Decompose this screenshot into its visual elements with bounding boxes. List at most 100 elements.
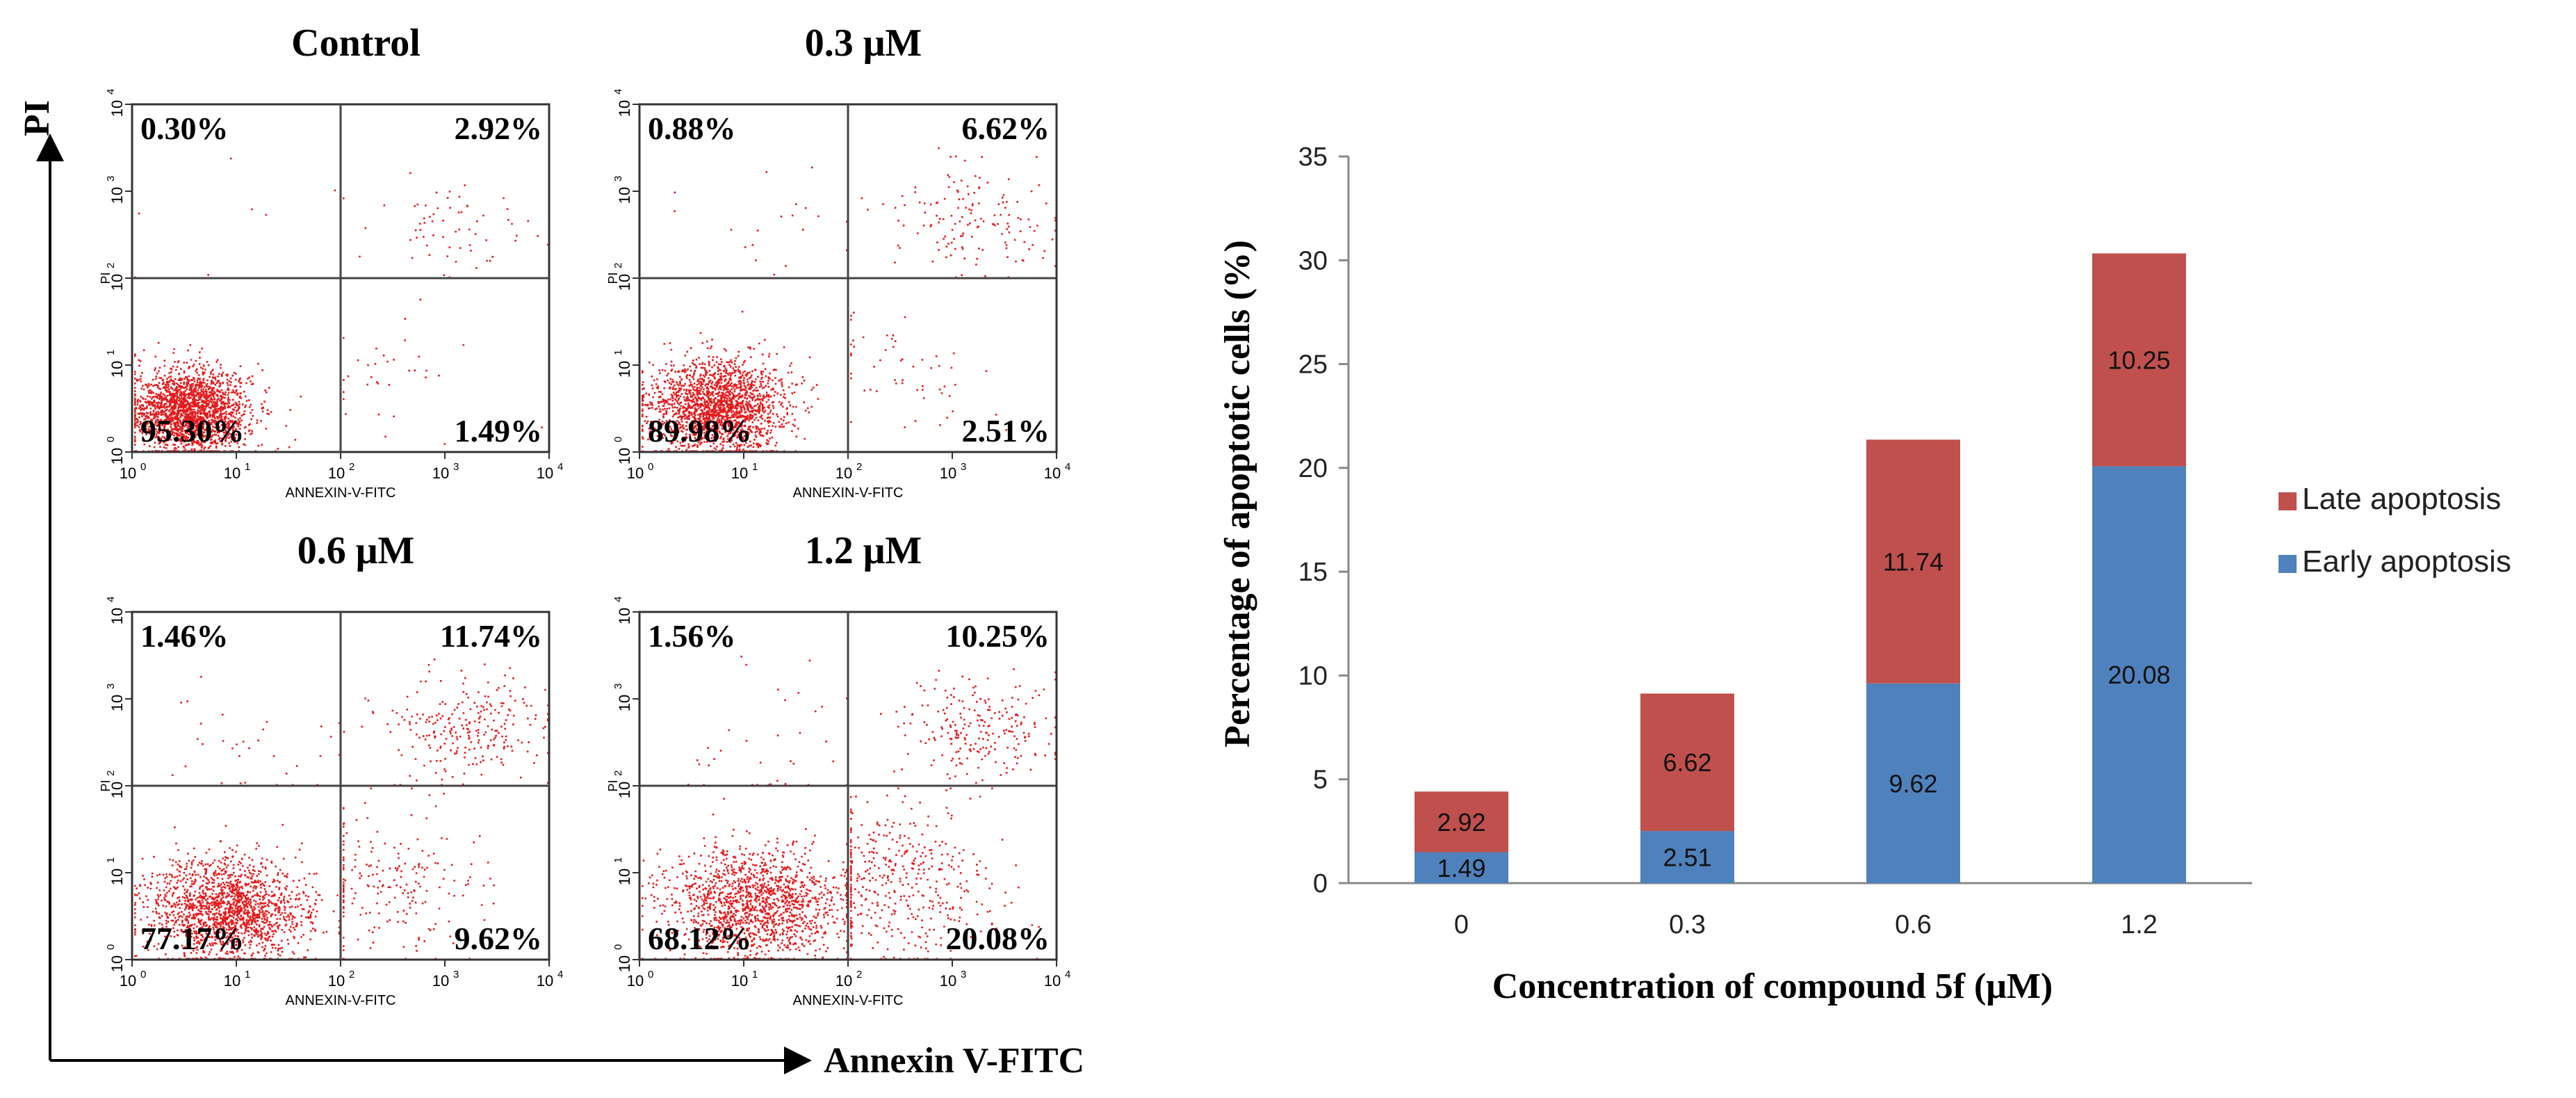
scatter-dots: [134, 157, 549, 453]
quadrant-ur-percent: 6.62%: [962, 111, 1050, 146]
y-tick-label: 10: [616, 695, 633, 711]
x-ticks: 10 0 10 1 10 2 10 3 10 4: [627, 960, 1070, 990]
x-tick-exponent: 4: [1065, 461, 1070, 473]
y-tick-label: 10: [616, 955, 633, 972]
x-tick-exponent: 3: [961, 969, 966, 980]
legend: Late apoptosis Early apoptosis: [2279, 482, 2511, 579]
x-ticks: 10 0 10 1 10 2 10 3 10 4: [120, 960, 563, 990]
quadrant-ll-percent: 89.98%: [648, 413, 752, 449]
quadrant-ur-percent: 11.74%: [440, 618, 542, 654]
quadrant-ul-percent: 0.88%: [648, 111, 736, 146]
x-tick-exponent: 4: [1065, 969, 1070, 980]
y-tick-label: 10: [108, 608, 126, 624]
y-tick-exponent: 3: [612, 684, 624, 689]
global-annexin-label: Annexin V-FITC: [824, 1041, 1084, 1081]
x-tick-label: 10: [120, 465, 136, 482]
x-tick-label: 10: [537, 972, 553, 990]
panel-title: Control: [291, 22, 421, 65]
bar-x-tick-label: 1.2: [2121, 910, 2158, 939]
panel-xlabel: ANNEXIN-V-FITC: [286, 993, 396, 1008]
y-tick-label: 10: [108, 869, 126, 885]
y-ticks: 10 0 10 1 10 2 10 3 10 4: [612, 597, 639, 972]
x-tick-label: 10: [224, 465, 241, 482]
quadrant-ul-percent: 1.46%: [140, 618, 229, 654]
y-tick-exponent: 3: [105, 176, 117, 181]
x-tick-exponent: 1: [752, 461, 758, 473]
bar-value-label: 1.49: [1437, 854, 1485, 882]
x-tick-exponent: 3: [453, 969, 459, 980]
stacked-bar-chart: 0 5 10 15 20 25 30 35 1.49 2.92 2.51 6.62 9.62 11.74…: [1218, 143, 2511, 1006]
scatter-dots: [642, 147, 1057, 453]
y-tick-label: 10: [108, 361, 126, 378]
bar-y-tick-label: 25: [1298, 350, 1328, 380]
y-tick-exponent: 0: [612, 437, 624, 442]
x-tick-exponent: 2: [349, 461, 354, 473]
quadrant-ll-percent: 95.30%: [140, 413, 245, 449]
y-tick-exponent: 0: [612, 944, 624, 950]
x-tick-label: 10: [224, 972, 241, 990]
y-tick-exponent: 4: [105, 89, 117, 95]
x-tick-label: 10: [120, 972, 136, 990]
flow-panel-1-2uM: 1.2 μM 1.56% 10.25% 68.12% 20.08% ANNEXI…: [606, 529, 1070, 1008]
y-tick-exponent: 1: [105, 857, 117, 863]
flow-panel-0-6uM: 0.6 μM 1.46% 11.74% 77.17% 9.62% ANNEXIN…: [99, 529, 563, 1008]
x-tick-label: 10: [1044, 465, 1061, 482]
y-tick-label: 10: [108, 187, 126, 204]
y-tick-label: 10: [108, 100, 126, 117]
quadrant-ll-percent: 68.12%: [648, 921, 752, 956]
bar-y-tick-label: 35: [1298, 143, 1328, 172]
x-tick-label: 10: [328, 972, 345, 990]
x-tick-exponent: 0: [140, 969, 146, 980]
x-tick-exponent: 4: [557, 461, 563, 473]
event-dots: [134, 659, 549, 960]
y-tick-label: 10: [616, 274, 633, 291]
panel-title: 1.2 μM: [805, 529, 922, 572]
quadrant-ur-percent: 10.25%: [946, 618, 1050, 654]
panel-ylabel: PI: [606, 272, 620, 284]
bar-bars: 1.49 2.92 2.51 6.62 9.62 11.74 20.08 10.25: [1415, 253, 2186, 883]
y-tick-label: 10: [108, 782, 126, 798]
flow-panel-0-3uM: 0.3 μM 0.88% 6.62% 89.98% 2.51% ANNEXIN-…: [606, 22, 1070, 501]
panel-title: 0.3 μM: [805, 22, 922, 65]
x-tick-label: 10: [940, 972, 956, 990]
x-tick-label: 10: [731, 465, 748, 482]
bar-y-tick-label: 0: [1313, 869, 1328, 898]
x-tick-exponent: 1: [245, 461, 250, 473]
legend-label: Early apoptosis: [2302, 544, 2511, 579]
x-tick-exponent: 0: [140, 461, 146, 473]
x-tick-exponent: 2: [856, 969, 862, 980]
bar-value-label: 2.92: [1437, 808, 1485, 837]
bar-value-label: 6.62: [1663, 748, 1711, 777]
x-tick-exponent: 4: [557, 969, 563, 980]
x-tick-exponent: 0: [648, 969, 653, 980]
quadrant-lr-percent: 2.51%: [962, 413, 1050, 449]
y-tick-exponent: 2: [105, 263, 117, 268]
panel-ylabel: PI: [606, 780, 620, 791]
x-tick-exponent: 3: [961, 461, 966, 473]
quadrant-ul-percent: 0.30%: [140, 111, 229, 146]
bar-value-label: 11.74: [1883, 548, 1943, 576]
x-tick-label: 10: [627, 465, 644, 482]
panel-xlabel: ANNEXIN-V-FITC: [286, 485, 396, 501]
bar-x-tick-label: 0: [1454, 910, 1469, 939]
bar-chart-ylabel: Percentage of apoptotic cells (%): [1218, 240, 1257, 748]
panel-ylabel: PI: [99, 272, 113, 284]
quadrant-lr-percent: 1.49%: [455, 413, 543, 449]
y-tick-exponent: 3: [612, 176, 624, 181]
event-dots: [642, 147, 1057, 453]
x-tick-label: 10: [627, 972, 644, 990]
y-tick-exponent: 4: [612, 597, 624, 602]
y-tick-exponent: 2: [105, 770, 117, 776]
x-tick-exponent: 2: [856, 461, 862, 473]
y-tick-exponent: 2: [612, 263, 624, 268]
bar-y-tick-label: 30: [1298, 246, 1328, 275]
bar-y-tick-label: 15: [1298, 558, 1328, 587]
flow-panel-control: Control 0.30% 2.92% 95.30% 1.49% ANNEXIN…: [99, 22, 563, 501]
bar-late-apoptosis-0.3: [1640, 693, 1734, 832]
y-tick-label: 10: [616, 187, 633, 204]
y-tick-exponent: 1: [105, 350, 117, 355]
panel-title: 0.6 μM: [297, 529, 415, 572]
x-tick-exponent: 1: [752, 969, 758, 980]
bar-x-tick-label: 0.6: [1895, 910, 1932, 939]
